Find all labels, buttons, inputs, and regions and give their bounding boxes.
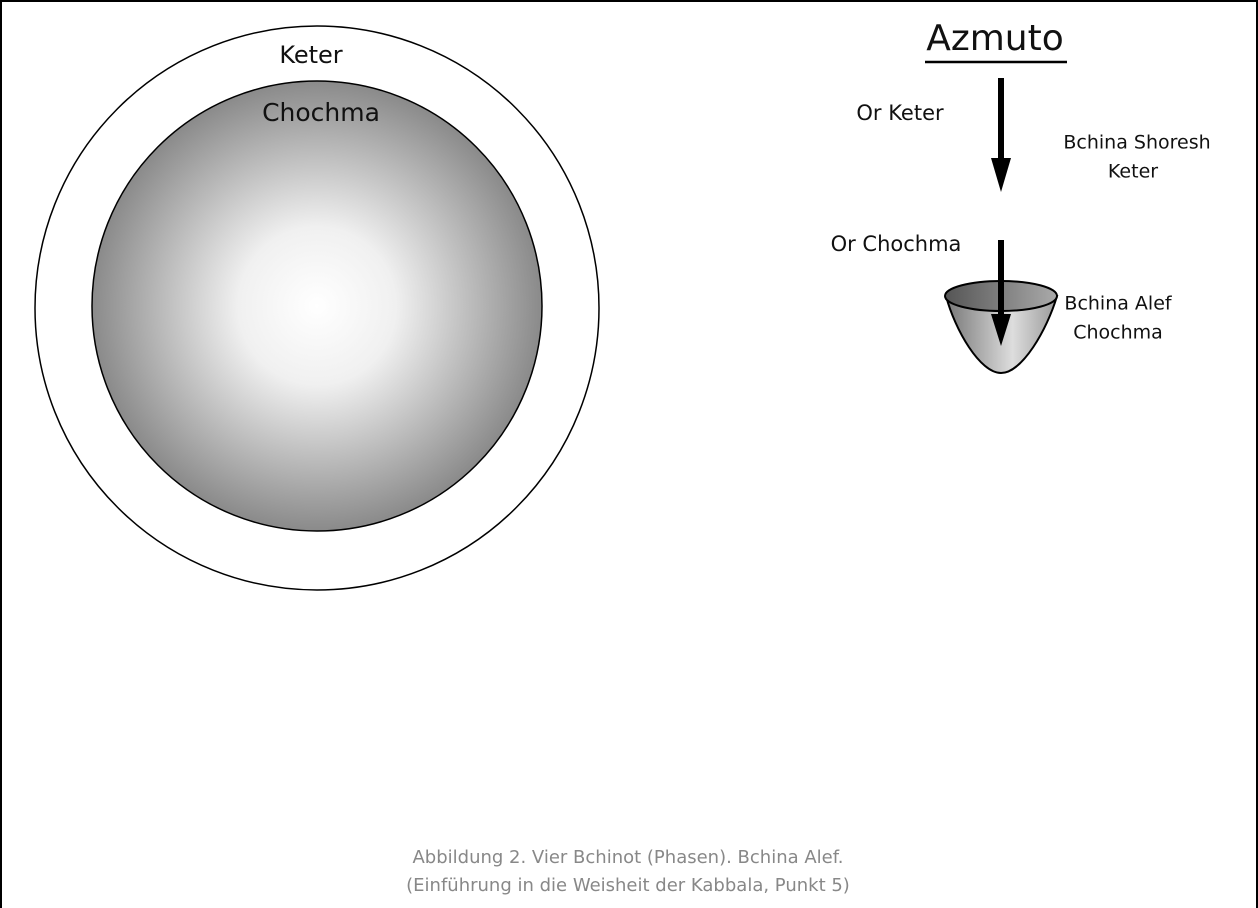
phase-label: Bchina Shoresh xyxy=(1063,132,1210,154)
phase-label: Bchina Alef xyxy=(1064,293,1172,315)
phase-label: Chochma xyxy=(1073,322,1163,344)
caption: Abbildung 2. Vier Bchinot (Phasen). Bchi… xyxy=(412,847,843,868)
light-label: Or Chochma xyxy=(831,232,962,256)
caption: (Einführung in die Weisheit der Kabbala,… xyxy=(406,875,850,896)
outer-label: Keter xyxy=(279,41,342,69)
arrow-head xyxy=(991,314,1011,346)
inner-label: Chochma xyxy=(262,98,380,127)
phase-label: Keter xyxy=(1108,161,1158,183)
light-label: Or Keter xyxy=(856,101,944,125)
inner-sphere xyxy=(91,80,543,532)
title: Azmuto xyxy=(926,18,1064,59)
arrow-head xyxy=(991,158,1011,192)
